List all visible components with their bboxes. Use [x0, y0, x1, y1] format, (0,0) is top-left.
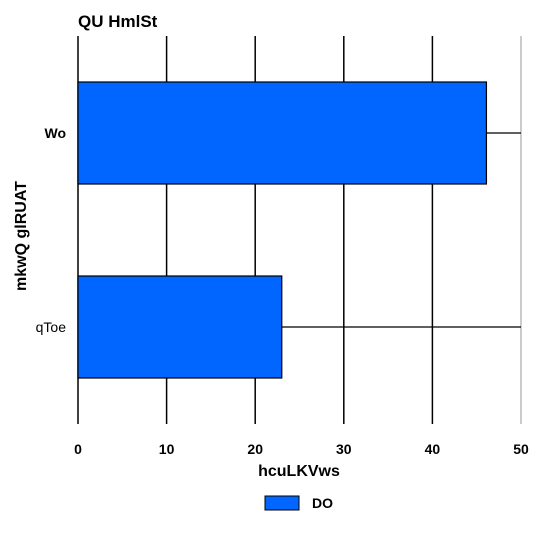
- bar-Wo: [77, 81, 488, 185]
- x-tick-label: 0: [74, 441, 82, 457]
- category-labels: Wo qToe: [36, 125, 67, 335]
- x-tick-label: 20: [247, 441, 263, 457]
- bars: [77, 81, 488, 379]
- x-tick-label: 10: [159, 441, 175, 457]
- x-tick-label: 30: [336, 441, 352, 457]
- x-tick-label: 40: [425, 441, 441, 457]
- legend-label: DO: [312, 495, 333, 511]
- x-axis-label: hcuLKVws: [258, 463, 340, 480]
- x-tick-labels: 0 10 20 30 40 50: [74, 441, 529, 457]
- x-tick-label: 50: [513, 441, 529, 457]
- y-axis-label: mkwQ glRUAT: [13, 181, 30, 291]
- legend: DO: [264, 495, 333, 511]
- category-label: qToe: [36, 319, 67, 335]
- legend-swatch: [264, 495, 300, 511]
- chart-title: QU HmlSt: [78, 12, 158, 31]
- category-label: Wo: [44, 125, 66, 141]
- bar-qToe: [77, 275, 283, 379]
